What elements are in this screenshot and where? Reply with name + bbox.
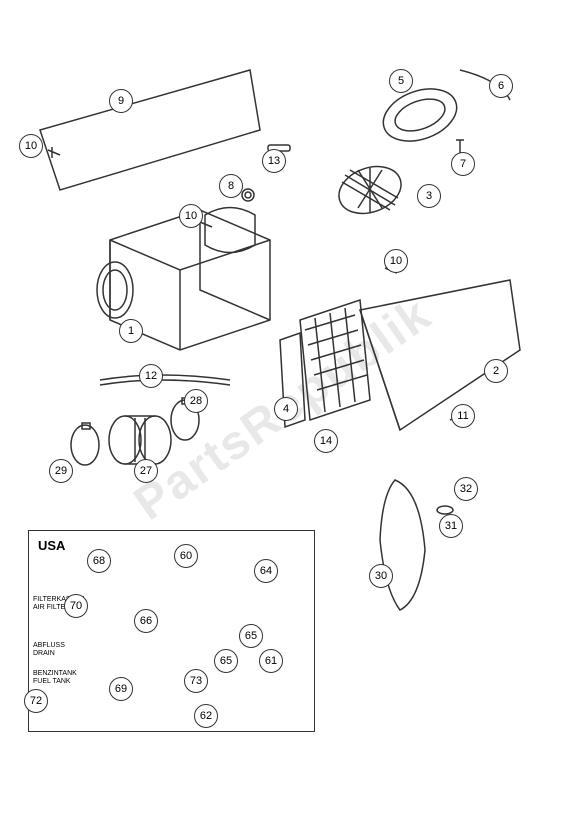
callout-27: 27 — [134, 459, 158, 483]
callout-6: 6 — [489, 74, 513, 98]
callout-13: 13 — [262, 149, 286, 173]
callout-62: 62 — [194, 704, 218, 728]
callout-68: 68 — [87, 549, 111, 573]
callout-65: 65 — [214, 649, 238, 673]
callout-61: 61 — [259, 649, 283, 673]
callout-73: 73 — [184, 669, 208, 693]
callout-3: 3 — [417, 184, 441, 208]
callout-72: 72 — [24, 689, 48, 713]
callout-69: 69 — [109, 677, 133, 701]
usa-label: USA — [38, 538, 65, 553]
callout-66: 66 — [134, 609, 158, 633]
callout-8: 8 — [219, 174, 243, 198]
callout-32: 32 — [454, 477, 478, 501]
small-label: BENZINTANKFUEL TANK — [33, 670, 77, 685]
callout-1: 1 — [119, 319, 143, 343]
callout-29: 29 — [49, 459, 73, 483]
small-label: ABFLUSSDRAIN — [33, 642, 65, 657]
callout-70: 70 — [64, 594, 88, 618]
callout-12: 12 — [139, 364, 163, 388]
callout-60: 60 — [174, 544, 198, 568]
callout-10: 10 — [384, 249, 408, 273]
callout-10: 10 — [19, 134, 43, 158]
callout-5: 5 — [389, 69, 413, 93]
callout-7: 7 — [451, 152, 475, 176]
callout-4: 4 — [274, 397, 298, 421]
callout-65: 65 — [239, 624, 263, 648]
callout-14: 14 — [314, 429, 338, 453]
callout-11: 11 — [451, 404, 475, 428]
callout-30: 30 — [369, 564, 393, 588]
callout-10: 10 — [179, 204, 203, 228]
callout-2: 2 — [484, 359, 508, 383]
callout-64: 64 — [254, 559, 278, 583]
callout-28: 28 — [184, 389, 208, 413]
callout-9: 9 — [109, 89, 133, 113]
callout-31: 31 — [439, 514, 463, 538]
